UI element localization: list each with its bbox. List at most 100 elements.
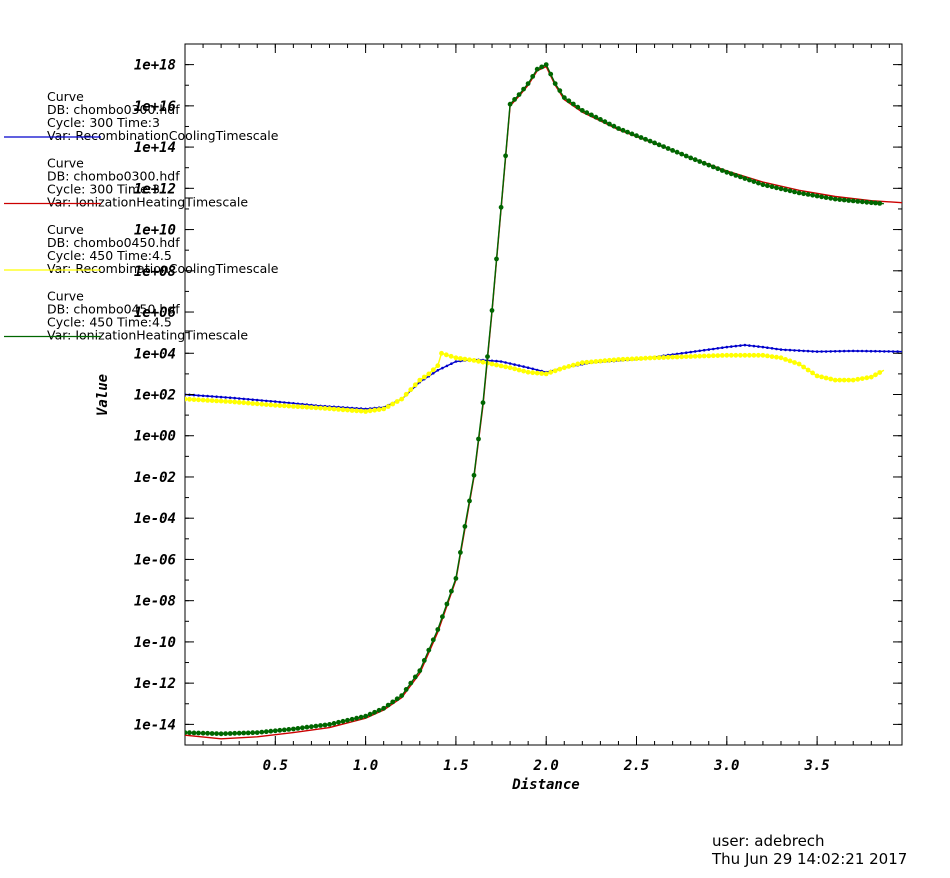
series-point xyxy=(535,368,539,372)
series-point xyxy=(436,369,440,372)
series-point xyxy=(793,349,796,352)
series-point xyxy=(557,366,563,372)
series-point xyxy=(552,368,558,374)
series-point xyxy=(598,117,603,122)
series-point xyxy=(701,160,707,166)
series-point xyxy=(797,349,801,352)
series-point xyxy=(530,370,536,376)
series-point xyxy=(534,66,540,72)
series-point xyxy=(828,376,834,382)
series-point xyxy=(241,730,247,736)
y-tick-label: 1e+04 xyxy=(134,346,176,362)
x-axis-title: Distance xyxy=(511,777,579,793)
series-point xyxy=(274,400,277,403)
y-tick-label: 1e+16 xyxy=(134,99,176,115)
series-point xyxy=(629,356,635,362)
series-point xyxy=(399,693,405,698)
series-point xyxy=(774,185,779,191)
series-point xyxy=(205,398,211,403)
series-point xyxy=(403,391,409,397)
series-point xyxy=(512,97,517,102)
series-point xyxy=(196,730,201,736)
legend-entry-text: DB: chombo0450.hdf xyxy=(47,302,180,317)
series-point xyxy=(489,308,495,313)
series-point xyxy=(778,355,784,361)
series-point xyxy=(403,687,409,692)
series-point xyxy=(421,658,427,663)
series-point xyxy=(430,367,436,373)
series-point xyxy=(805,367,811,373)
series-point xyxy=(739,344,742,347)
series-point xyxy=(372,709,377,715)
series-point xyxy=(787,188,793,194)
legend-entry-text: Var: RecombinationCoolingTimescale xyxy=(47,128,279,143)
series-point xyxy=(263,729,269,735)
series-point xyxy=(838,349,841,353)
series-point xyxy=(318,405,323,411)
series-point xyxy=(796,190,802,196)
series-point xyxy=(683,153,689,159)
series-point xyxy=(494,256,499,262)
series-point xyxy=(679,151,685,157)
series-point xyxy=(196,397,201,403)
series-point xyxy=(185,396,188,402)
series-point xyxy=(376,407,382,412)
series-point xyxy=(598,358,603,364)
series-point xyxy=(242,397,245,401)
series-point xyxy=(441,366,444,370)
y-tick-label: 1e-12 xyxy=(134,676,176,692)
series-point xyxy=(693,350,697,353)
footer-timestamp: Thu Jun 29 14:02:21 2017 xyxy=(712,850,908,868)
series-point xyxy=(697,159,703,164)
series-point xyxy=(832,377,838,383)
series-point xyxy=(661,355,666,360)
series-point xyxy=(810,192,815,198)
series-point xyxy=(322,722,328,728)
series-point xyxy=(634,356,639,362)
series-point xyxy=(634,133,639,139)
y-tick-label: 1e+00 xyxy=(134,429,176,445)
series-point xyxy=(327,406,332,412)
series-point xyxy=(775,347,778,351)
y-tick-label: 1e+08 xyxy=(134,264,176,280)
series-point xyxy=(367,711,373,717)
series-point xyxy=(268,728,274,734)
series-point xyxy=(859,376,865,381)
series-point xyxy=(372,407,377,413)
series-point xyxy=(724,352,730,358)
series-point xyxy=(494,362,499,368)
series-point xyxy=(747,352,752,358)
series-point xyxy=(742,176,748,181)
series-point xyxy=(349,408,355,413)
series-point xyxy=(738,352,743,358)
series-point xyxy=(516,92,522,97)
legend-entry-text: Cycle: 300 Time:3 xyxy=(47,115,160,130)
series-point xyxy=(232,730,238,736)
series-point xyxy=(191,397,197,402)
series-point xyxy=(263,402,269,407)
series-point xyxy=(412,674,418,680)
series-point xyxy=(526,366,530,370)
series-point xyxy=(508,362,512,365)
series-point xyxy=(522,365,525,368)
series-point xyxy=(336,407,341,412)
series-point xyxy=(300,404,305,410)
series-point xyxy=(710,164,716,170)
series-point xyxy=(707,348,711,351)
series-point xyxy=(218,398,224,404)
series-point xyxy=(467,498,472,504)
series-point xyxy=(684,351,688,355)
series-point xyxy=(689,350,692,354)
series-point xyxy=(702,348,706,352)
series-point xyxy=(891,350,895,353)
series-point xyxy=(340,718,346,724)
series-point xyxy=(589,359,594,365)
series-point xyxy=(733,352,739,358)
series-point xyxy=(856,349,859,353)
series-point xyxy=(756,352,761,358)
series-point xyxy=(259,401,265,407)
series-point xyxy=(756,180,761,186)
series-point xyxy=(679,354,685,360)
series-point xyxy=(725,345,729,349)
